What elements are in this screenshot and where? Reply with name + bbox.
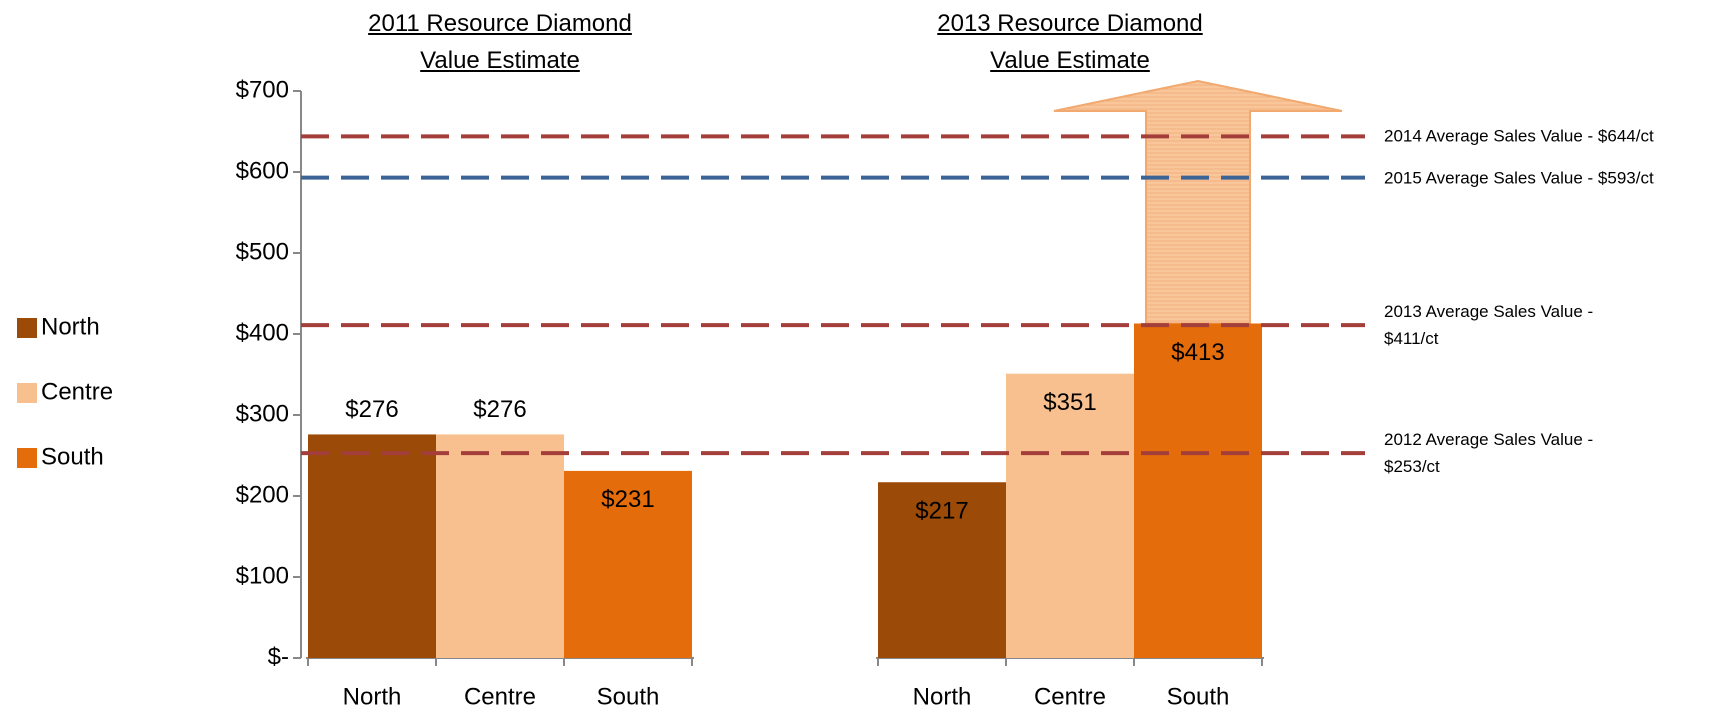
value-label: $276 <box>473 396 526 423</box>
legend-swatch <box>17 448 37 468</box>
reference-label: 2013 Average Sales Value - $411/ct <box>1384 302 1594 349</box>
value-label: $217 <box>915 498 968 525</box>
legend-label: Centre <box>41 378 113 405</box>
bar <box>878 482 1006 658</box>
value-label: $276 <box>345 396 398 423</box>
value-label: $231 <box>601 486 654 513</box>
value-label: $351 <box>1043 389 1096 416</box>
x-tick-label: North <box>343 683 402 710</box>
y-tick-label: $- <box>268 643 289 670</box>
bar <box>436 434 564 658</box>
y-tick-label: $200 <box>236 481 289 508</box>
value-label: $413 <box>1171 339 1224 366</box>
arrow-decoration <box>1053 79 1343 325</box>
group-title: 2011 Resource Diamond Value Estimate <box>368 10 632 74</box>
legend-label: North <box>41 313 100 340</box>
bar <box>1006 373 1134 658</box>
bar <box>1134 323 1262 658</box>
x-tick-label: South <box>597 683 660 710</box>
bar <box>564 470 692 658</box>
legend-swatch <box>17 318 37 338</box>
y-tick-label: $600 <box>236 157 289 184</box>
reference-label: 2014 Average Sales Value - $644/ct <box>1384 126 1654 146</box>
y-tick-label: $400 <box>236 319 289 346</box>
x-tick-label: South <box>1167 683 1230 710</box>
legend-label: South <box>41 443 104 470</box>
y-tick-label: $300 <box>236 400 289 427</box>
reference-label: 2012 Average Sales Value - $253/ct <box>1384 430 1594 477</box>
group-title: 2013 Resource Diamond Value Estimate <box>937 10 1203 74</box>
y-tick-label: $700 <box>236 76 289 103</box>
bar <box>308 434 436 658</box>
y-tick-label: $100 <box>236 562 289 589</box>
x-tick-label: Centre <box>464 683 536 710</box>
y-tick-label: $500 <box>236 238 289 265</box>
reference-label: 2015 Average Sales Value - $593/ct <box>1384 168 1654 188</box>
x-tick-label: North <box>913 683 972 710</box>
legend-swatch <box>17 383 37 403</box>
x-tick-label: Centre <box>1034 683 1106 710</box>
